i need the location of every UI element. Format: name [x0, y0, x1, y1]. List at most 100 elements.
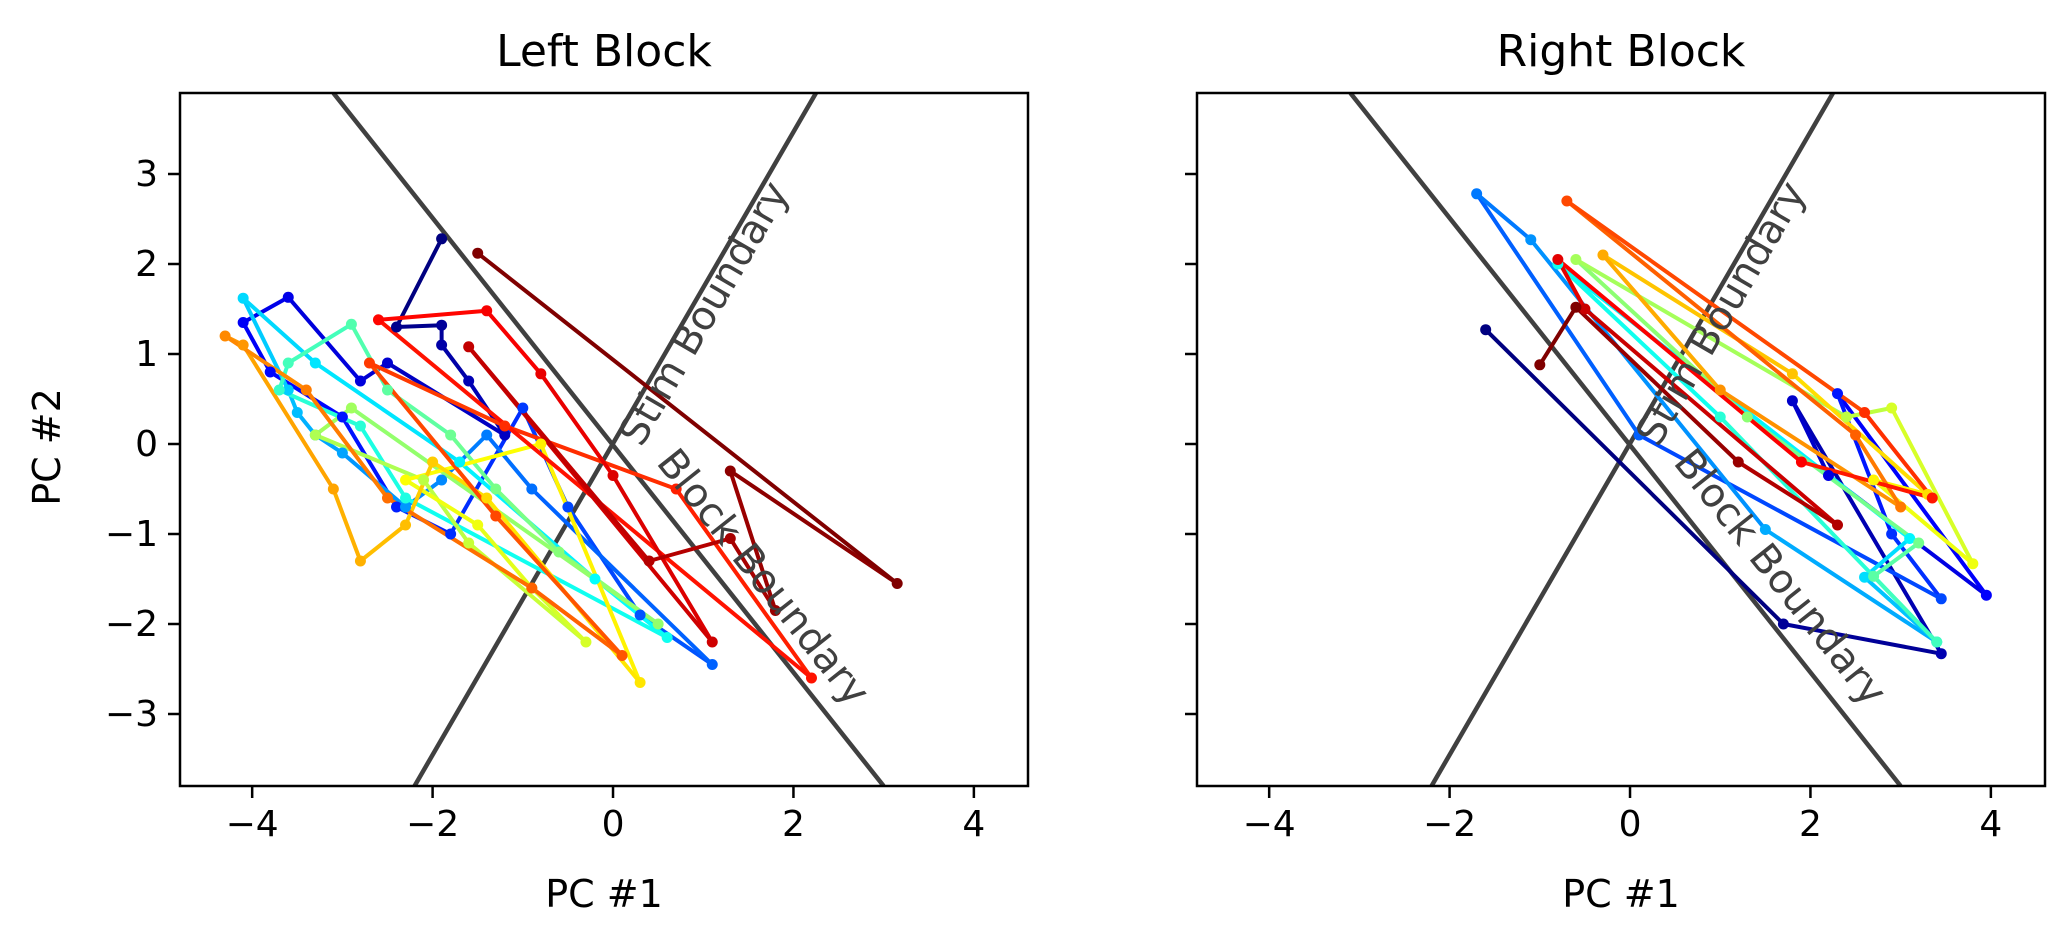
- trajectory-point: [345, 318, 357, 330]
- trajectory-point: [418, 474, 430, 486]
- trajectory-segment: [1600, 253, 1723, 392]
- trajectory-point: [724, 533, 736, 544]
- trajectory-point: [1786, 395, 1798, 407]
- x-tick-label: −4: [226, 804, 279, 845]
- trajectory-point: [472, 247, 484, 259]
- left-y-axis-label: PC #2: [25, 388, 69, 506]
- right-panel-title: Right Block: [1497, 26, 1746, 77]
- trajectory-segment: [1600, 253, 1795, 376]
- trajectory-segment: [1528, 237, 1768, 532]
- trajectory-point: [436, 319, 448, 331]
- trajectory-point: [1570, 254, 1582, 265]
- trajectory-segment: [1537, 305, 1578, 367]
- trajectory-segment: [728, 469, 778, 613]
- trajectory-point: [1841, 411, 1853, 423]
- trajectory-segment: [385, 496, 534, 590]
- trajectory-segment: [439, 343, 471, 383]
- trajectory-point: [805, 672, 817, 684]
- trajectory-point: [1980, 589, 1992, 601]
- trajectory-point: [1926, 492, 1938, 504]
- trajectory-point: [445, 528, 457, 540]
- trajectory-point: [237, 292, 249, 304]
- trajectory-point: [400, 501, 412, 513]
- trajectory-point: [291, 407, 303, 418]
- trajectory-segment: [1555, 262, 1723, 419]
- plot-content: [219, 93, 903, 786]
- trajectory-point: [219, 330, 231, 342]
- trajectory-point: [1886, 402, 1898, 414]
- trajectory-point: [1895, 501, 1907, 513]
- axes-frame: [178, 91, 1030, 788]
- trajectory-segment: [529, 487, 715, 667]
- x-tick-label: 2: [1799, 804, 1822, 845]
- trajectory-point: [237, 317, 249, 328]
- y-tick-label: 0: [135, 424, 158, 465]
- trajectory-point: [354, 555, 366, 567]
- trajectory-point: [391, 321, 403, 333]
- trajectory-point: [1759, 524, 1771, 535]
- trajectory-point: [391, 501, 403, 513]
- trajectory-point: [454, 456, 466, 468]
- trajectory-point: [309, 357, 321, 369]
- trajectory-point: [400, 492, 412, 504]
- trajectory-point: [1859, 571, 1871, 583]
- trajectory-segment: [1745, 415, 1921, 545]
- x-tick-label: −2: [406, 804, 459, 845]
- trajectory-segment: [358, 523, 408, 563]
- y-tick-label: 3: [135, 154, 158, 195]
- trajectory-segment: [1573, 305, 1741, 464]
- trajectory-point: [327, 483, 339, 495]
- trajectory-segment: [367, 361, 507, 428]
- trajectory-point: [589, 573, 601, 585]
- trajectory-segment: [1555, 257, 1587, 311]
- trajectory-point: [1732, 456, 1744, 468]
- x-tick-label: 2: [782, 804, 805, 845]
- left-x-axis-label: PC #1: [545, 872, 663, 916]
- block-boundary-line: [1348, 93, 1903, 786]
- trajectory-point: [273, 384, 285, 396]
- trajectory-point: [634, 609, 646, 621]
- trajectory-point: [300, 384, 312, 396]
- trajectory-point: [463, 341, 475, 353]
- trajectory-segment: [493, 487, 561, 554]
- trajectory-point: [891, 578, 903, 589]
- trajectory-segment: [403, 496, 670, 640]
- trajectory-segment: [1790, 398, 1831, 478]
- trajectory-segment: [1718, 388, 1903, 509]
- trajectory-point: [1850, 429, 1862, 441]
- trajectory-segment: [728, 469, 900, 586]
- trajectory-point: [1935, 593, 1947, 605]
- trajectory-segment: [1862, 410, 1935, 500]
- trajectory-point: [237, 339, 249, 351]
- trajectory-point: [1913, 537, 1925, 549]
- trajectory-point: [381, 384, 393, 396]
- trajectory-point: [535, 438, 547, 450]
- trajectory-point: [354, 420, 366, 432]
- trajectory-point: [499, 429, 511, 441]
- trajectory-point: [1868, 474, 1880, 486]
- trajectory-segment: [1555, 257, 1804, 464]
- block-boundary-line: [331, 93, 886, 786]
- stim-boundary-line: [1429, 93, 1835, 786]
- trajectory-point: [481, 492, 493, 504]
- trajectory-point: [1859, 407, 1871, 418]
- plot-content: [1348, 93, 1992, 786]
- trajectory-segment: [1799, 460, 1935, 500]
- trajectory-segment: [1862, 536, 1912, 580]
- trajectory-segment: [376, 308, 489, 322]
- trajectory-point: [436, 339, 448, 351]
- trajectory-segment: [313, 433, 426, 482]
- y-tick-label: 1: [135, 334, 158, 375]
- trajectory-point: [1597, 249, 1609, 261]
- x-tick-label: −2: [1423, 804, 1476, 845]
- trajectory-point: [1714, 384, 1726, 396]
- trajectory-point: [643, 555, 655, 567]
- trajectory-point: [436, 474, 448, 486]
- trajectory-point: [1935, 648, 1947, 660]
- y-tick-label: −3: [105, 694, 158, 735]
- trajectory-segment: [1853, 433, 1903, 509]
- trajectory-segment: [674, 487, 814, 680]
